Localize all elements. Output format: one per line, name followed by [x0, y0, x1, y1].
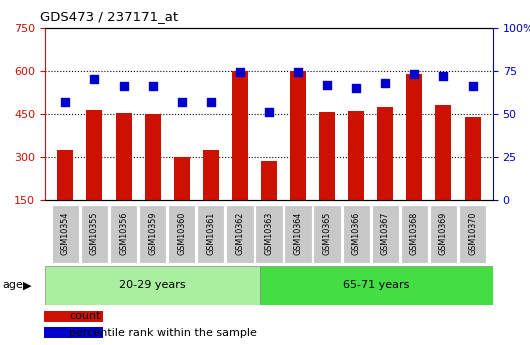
Bar: [401, 205, 428, 263]
Text: GSM10365: GSM10365: [323, 212, 332, 255]
Point: [207, 99, 215, 105]
Bar: [45, 266, 260, 305]
Bar: [226, 205, 253, 263]
Text: GSM10360: GSM10360: [177, 212, 186, 255]
Bar: [430, 205, 457, 263]
Bar: [116, 113, 131, 200]
Bar: [110, 205, 137, 263]
Point: [381, 80, 390, 86]
Bar: [290, 71, 306, 200]
Text: 20-29 years: 20-29 years: [119, 280, 186, 290]
Bar: [372, 205, 399, 263]
Bar: [45, 327, 103, 338]
Bar: [45, 310, 103, 322]
Bar: [465, 117, 481, 200]
Point: [61, 99, 69, 105]
Bar: [319, 111, 335, 200]
Bar: [459, 205, 486, 263]
Bar: [81, 205, 108, 263]
Bar: [313, 205, 341, 263]
Point: [294, 70, 302, 75]
Bar: [255, 205, 282, 263]
Text: GSM10369: GSM10369: [439, 212, 448, 255]
Bar: [52, 205, 79, 263]
Bar: [342, 205, 370, 263]
Text: GSM10367: GSM10367: [381, 212, 390, 255]
Bar: [203, 150, 219, 200]
Point: [410, 71, 419, 77]
Point: [236, 70, 244, 75]
Point: [178, 99, 186, 105]
Text: GSM10361: GSM10361: [206, 212, 215, 255]
Point: [265, 109, 273, 115]
Text: GSM10363: GSM10363: [264, 212, 273, 255]
Point: [469, 83, 477, 89]
Bar: [174, 157, 190, 200]
Text: 65-71 years: 65-71 years: [343, 280, 410, 290]
Bar: [168, 205, 196, 263]
Text: GSM10368: GSM10368: [410, 212, 419, 255]
Text: GSM10359: GSM10359: [148, 212, 157, 256]
Bar: [57, 150, 73, 200]
Point: [119, 83, 128, 89]
Bar: [232, 71, 248, 200]
Point: [90, 77, 99, 82]
Text: age: age: [2, 280, 23, 290]
Text: count: count: [69, 311, 101, 321]
Bar: [407, 73, 422, 200]
Text: GDS473 / 237171_at: GDS473 / 237171_at: [40, 10, 178, 23]
Text: GSM10354: GSM10354: [61, 212, 70, 255]
Text: GSM10355: GSM10355: [90, 212, 99, 256]
Bar: [261, 161, 277, 200]
Bar: [436, 105, 452, 200]
Text: ▶: ▶: [23, 280, 32, 290]
Point: [352, 85, 360, 91]
Bar: [197, 205, 225, 263]
Bar: [86, 110, 102, 200]
Point: [148, 83, 157, 89]
Text: GSM10370: GSM10370: [468, 212, 477, 255]
Bar: [285, 205, 312, 263]
Bar: [145, 115, 161, 200]
Text: GSM10356: GSM10356: [119, 212, 128, 255]
Point: [323, 82, 331, 87]
Bar: [377, 107, 393, 200]
Point: [439, 73, 448, 79]
Bar: [348, 111, 364, 200]
Text: GSM10364: GSM10364: [294, 212, 303, 255]
Text: percentile rank within the sample: percentile rank within the sample: [69, 328, 257, 337]
Bar: [139, 205, 166, 263]
Text: GSM10366: GSM10366: [352, 212, 361, 255]
Bar: [260, 266, 493, 305]
Text: GSM10362: GSM10362: [235, 212, 244, 255]
